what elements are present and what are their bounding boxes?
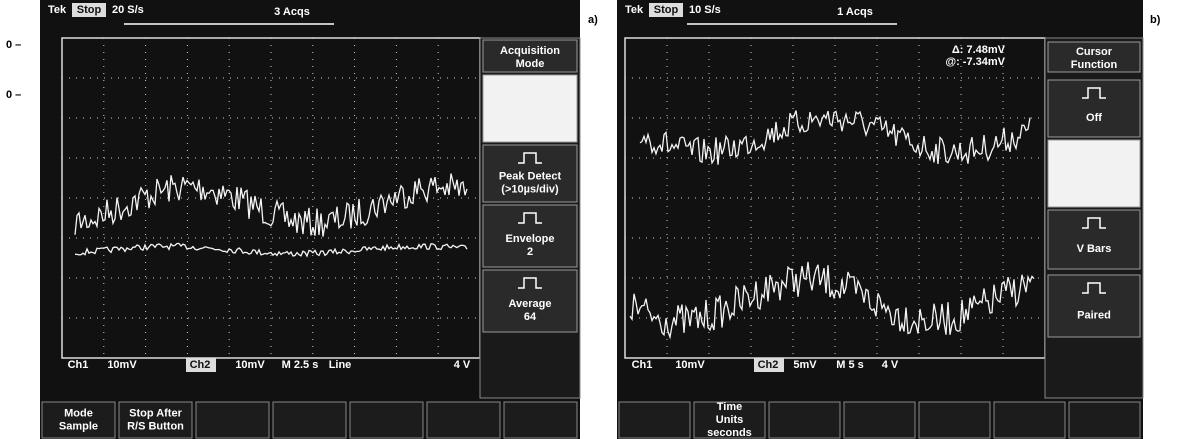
run-state: Stop xyxy=(77,4,102,16)
menu-item[interactable]: V Bars xyxy=(1077,243,1112,255)
bottom-button[interactable] xyxy=(843,401,916,439)
menu-item[interactable]: Envelope xyxy=(506,233,555,245)
bottom-button[interactable] xyxy=(349,401,424,439)
menu-item[interactable]: Average xyxy=(508,298,551,310)
status-text: 4 V xyxy=(454,359,471,371)
channel-box xyxy=(754,358,784,372)
menu-title: Acquisition xyxy=(500,45,560,57)
menu-box xyxy=(1047,139,1141,208)
menu-item[interactable]: 2 xyxy=(527,246,533,258)
brand: Tek xyxy=(48,4,67,16)
channel-box xyxy=(186,358,216,372)
state-box xyxy=(72,3,106,17)
bottom-button[interactable] xyxy=(918,401,991,439)
zero-marker: 0 – xyxy=(6,89,21,101)
menu-item[interactable]: 64 xyxy=(524,311,537,323)
panel-label: b) xyxy=(1150,14,1161,26)
menu-item[interactable]: Off xyxy=(1086,112,1102,124)
waveform xyxy=(639,110,1031,165)
menu-box xyxy=(1047,209,1141,270)
status-text: Ch1 xyxy=(68,359,89,371)
bottom-button[interactable] xyxy=(195,401,270,439)
bottom-button[interactable] xyxy=(693,401,766,439)
mode-icon xyxy=(518,212,542,224)
bottom-button[interactable] xyxy=(768,401,841,439)
status-text: M 5 s xyxy=(836,359,864,371)
status-text: 10mV xyxy=(235,359,265,371)
mode-icon xyxy=(1082,217,1106,229)
bottom-button[interactable] xyxy=(426,401,501,439)
status-text: M 2.5 s xyxy=(282,359,319,371)
status-text: Line xyxy=(329,359,352,371)
menu-item[interactable]: Peak Detect xyxy=(499,170,562,182)
menu-box xyxy=(482,39,578,73)
menu-box xyxy=(482,144,578,203)
menu-box xyxy=(482,74,578,143)
status-text: 4 V xyxy=(882,359,899,371)
mode-icon xyxy=(518,277,542,289)
cursor-readout: Δ: 7.48mV xyxy=(952,44,1006,56)
menu-box xyxy=(1047,79,1141,138)
run-state: Stop xyxy=(654,4,679,16)
menu-box xyxy=(1047,274,1141,338)
bottom-button[interactable] xyxy=(503,401,578,439)
waveform xyxy=(74,242,468,258)
button-label[interactable]: Mode xyxy=(64,407,93,419)
acquisitions: 1 Acqs xyxy=(837,6,873,18)
button-label[interactable]: Units xyxy=(716,414,744,426)
bottom-button[interactable] xyxy=(272,401,347,439)
sample-rate: 20 S/s xyxy=(112,4,144,16)
status-text: Ch2 xyxy=(758,359,779,371)
menu-title: Cursor xyxy=(1076,46,1113,58)
menu-item[interactable]: (>10µs/div) xyxy=(501,183,559,195)
button-label[interactable]: Sample xyxy=(59,420,98,432)
button-label[interactable]: R/S Button xyxy=(127,420,184,432)
panel-label: a) xyxy=(588,14,598,26)
status-text: Ch1 xyxy=(632,359,653,371)
button-label[interactable]: Time xyxy=(717,401,742,413)
bottom-button[interactable] xyxy=(993,401,1066,439)
menu-title: Mode xyxy=(516,58,545,70)
status-text: 10mV xyxy=(675,359,705,371)
bottom-button[interactable] xyxy=(1068,401,1141,439)
status-text: Ch2 xyxy=(190,359,211,371)
menu-box xyxy=(1047,41,1141,73)
mode-icon xyxy=(1082,282,1106,294)
state-box xyxy=(649,3,683,17)
sample-rate: 10 S/s xyxy=(689,4,721,16)
menu-box xyxy=(482,269,578,333)
button-label[interactable]: Stop After xyxy=(129,407,182,419)
acquisitions: 3 Acqs xyxy=(274,6,310,18)
menu-box xyxy=(482,204,578,268)
bottom-button[interactable] xyxy=(41,401,116,439)
mode-icon xyxy=(1082,87,1106,99)
waveform xyxy=(629,261,1035,340)
zero-marker: 0 – xyxy=(6,39,21,51)
cursor-readout: @: -7.34mV xyxy=(945,56,1005,68)
status-text: 10mV xyxy=(107,359,137,371)
mode-icon xyxy=(518,152,542,164)
status-text: 5mV xyxy=(793,359,817,371)
waveform xyxy=(74,173,468,237)
brand: Tek xyxy=(625,4,644,16)
menu-item[interactable]: Paired xyxy=(1077,309,1111,321)
button-label[interactable]: seconds xyxy=(707,427,752,439)
bottom-button[interactable] xyxy=(118,401,193,439)
menu-title: Function xyxy=(1071,59,1118,71)
bottom-button[interactable] xyxy=(618,401,691,439)
